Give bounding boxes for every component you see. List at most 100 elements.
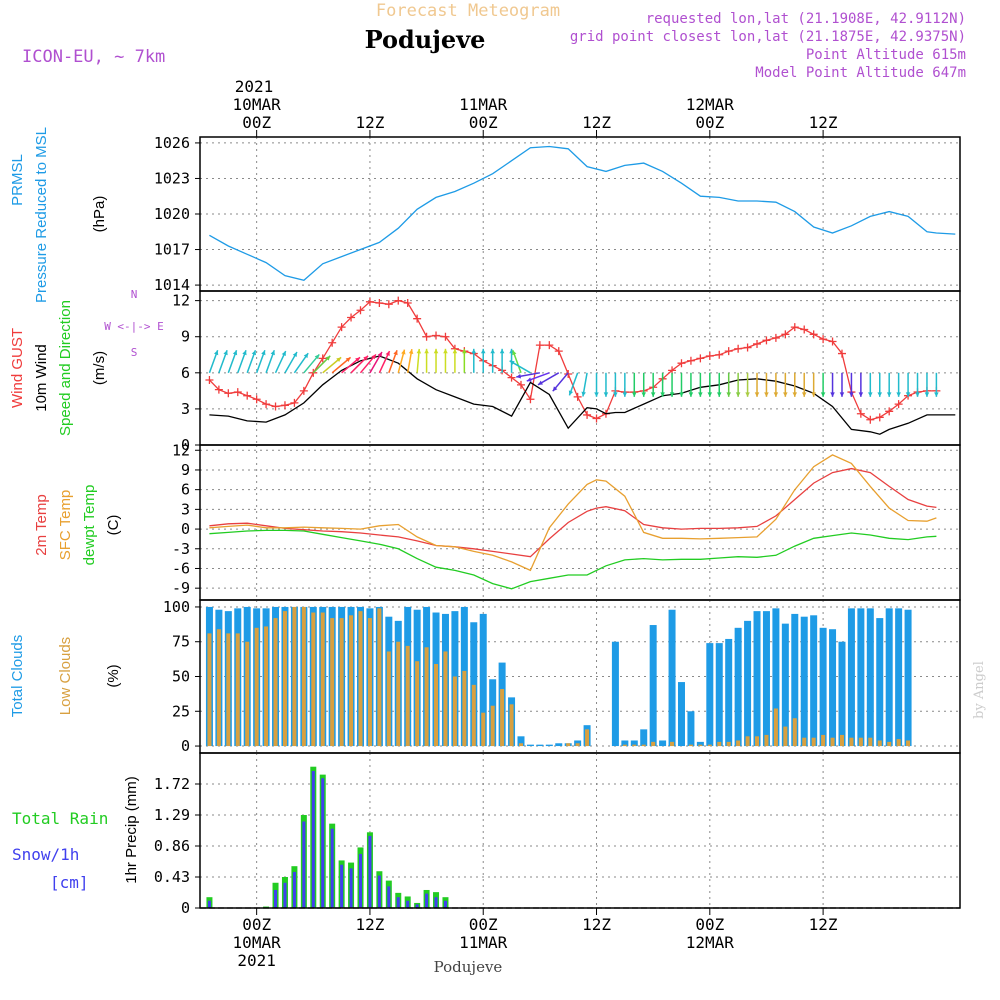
clouds-bar-low-clouds (396, 641, 401, 747)
gust-marker (309, 368, 318, 377)
gust-marker (252, 395, 261, 404)
gust-marker (403, 299, 412, 308)
gust-marker (441, 332, 450, 341)
bottom-time-label: 12Z (582, 915, 611, 934)
bottom-time-label: 11MAR (459, 933, 508, 952)
wind-arrowhead (934, 392, 939, 397)
clouds-bar-low-clouds (698, 744, 703, 747)
model-altitude: Model Point Altitude 647m (755, 65, 966, 81)
wind-arrowhead (801, 392, 807, 397)
gust-marker (781, 330, 790, 339)
precip-bar-snow-1h (406, 900, 410, 908)
gust-marker (262, 400, 271, 409)
2m-temp-line (209, 467, 937, 558)
clouds-bar-low-clouds (792, 718, 797, 747)
bottom-time-label: 12Z (355, 915, 384, 934)
gust-marker (583, 410, 592, 419)
wind-arrowhead (213, 350, 219, 356)
wind-arrowhead (223, 350, 228, 356)
clouds-bar-total-clouds (866, 608, 874, 747)
clouds-bar-low-clouds (386, 651, 391, 747)
clouds-bar-low-clouds (235, 633, 240, 747)
bottom-time-label: 00Z (242, 915, 271, 934)
wind-arrowhead (698, 392, 703, 397)
top-time-label: 00Z (695, 113, 724, 132)
clouds-bar-total-clouds (687, 711, 695, 747)
gust-marker (686, 356, 695, 365)
gust-marker (564, 370, 573, 379)
cloud-name2: Low Clouds (57, 637, 74, 715)
wind-arrowhead (363, 355, 369, 361)
wind-arrowhead (251, 350, 257, 356)
clouds-bar-low-clouds (226, 633, 231, 747)
y-tick-label: -3 (172, 540, 190, 558)
precip-bar-snow-1h (349, 868, 353, 908)
clouds-bar-low-clouds (896, 739, 901, 747)
clouds-bar-total-clouds (876, 618, 884, 747)
clouds-bar-low-clouds (452, 676, 457, 747)
gust-marker (545, 341, 554, 350)
clouds-bar-low-clouds (906, 740, 911, 747)
clouds-bar-total-clouds (630, 740, 638, 747)
clouds-bar-total-clouds (659, 740, 667, 747)
precip-bar-snow-1h (396, 897, 400, 908)
bottom-time-label: 00Z (469, 915, 498, 934)
top-time-label: 11MAR (459, 95, 508, 114)
precip-labels: Total Rain Snow/1h [cm] 1hr Precip (mm) (12, 776, 140, 892)
wind-arrowhead (499, 348, 505, 354)
clouds-bar-low-clouds (717, 741, 722, 747)
precip-bar-snow-1h (274, 889, 278, 908)
wind-arrowhead (516, 373, 522, 379)
clouds-bar-total-clouds (800, 616, 808, 747)
precip-bar-snow-1h (434, 897, 438, 908)
wind-arrowhead (726, 392, 731, 397)
clouds-bar-low-clouds (877, 740, 882, 747)
clouds-bar-low-clouds (688, 744, 693, 747)
wind-arrowhead (371, 354, 376, 360)
pressure-name2: Pressure Reduced to MSL (33, 127, 50, 303)
gust-marker (280, 401, 289, 410)
y-tick-label: 1020 (154, 205, 190, 223)
wind-arrowhead (745, 392, 750, 397)
clouds-bar-total-clouds (668, 609, 676, 747)
y-tick-label: 50 (172, 668, 190, 686)
wind-arrowhead (433, 348, 439, 354)
wind-arrowhead (660, 392, 665, 397)
y-tick-label: 0 (181, 737, 190, 755)
precip-bar-snow-1h (283, 882, 287, 908)
wind-arrowhead (345, 357, 351, 362)
clouds-bar-total-clouds (555, 743, 563, 747)
clouds-bar-low-clouds (490, 705, 495, 747)
clouds-bar-low-clouds (292, 606, 297, 747)
gust-marker (885, 407, 894, 416)
wind-arrowhead (581, 391, 586, 397)
clouds-bar-low-clouds (471, 684, 476, 747)
y-tick-label: 0 (181, 520, 190, 538)
clouds-bar-low-clouds (518, 743, 523, 747)
clouds-bar-low-clouds (651, 741, 656, 747)
clouds-bar-low-clouds (245, 641, 250, 747)
clouds-bar-low-clouds (585, 729, 590, 747)
clouds-bar-low-clouds (839, 734, 844, 747)
wind-arrowhead (462, 348, 467, 354)
clouds-bar-total-clouds (904, 609, 912, 747)
clouds-bar-total-clouds (819, 627, 827, 747)
clouds-bar-low-clouds (415, 661, 420, 747)
wind-arrowhead (512, 350, 517, 356)
wind-arrowhead (830, 392, 835, 397)
clouds-bar-total-clouds (706, 643, 714, 747)
wind-arrowhead (811, 392, 816, 397)
gust-marker (734, 344, 743, 353)
precip-bar-snow-1h (330, 828, 334, 908)
clouds-bar-total-clouds (725, 638, 733, 747)
gust-marker (715, 350, 724, 359)
temp-unit: (C) (105, 515, 122, 536)
clouds-bar-total-clouds (829, 629, 837, 747)
gust-marker (337, 323, 346, 332)
gust-marker (214, 385, 223, 394)
clouds-bar-low-clouds (821, 734, 826, 747)
wind-arrowhead (877, 392, 883, 397)
wind-arrowhead (416, 348, 422, 354)
wind-arrowhead (783, 392, 788, 397)
gust-marker (724, 347, 733, 356)
